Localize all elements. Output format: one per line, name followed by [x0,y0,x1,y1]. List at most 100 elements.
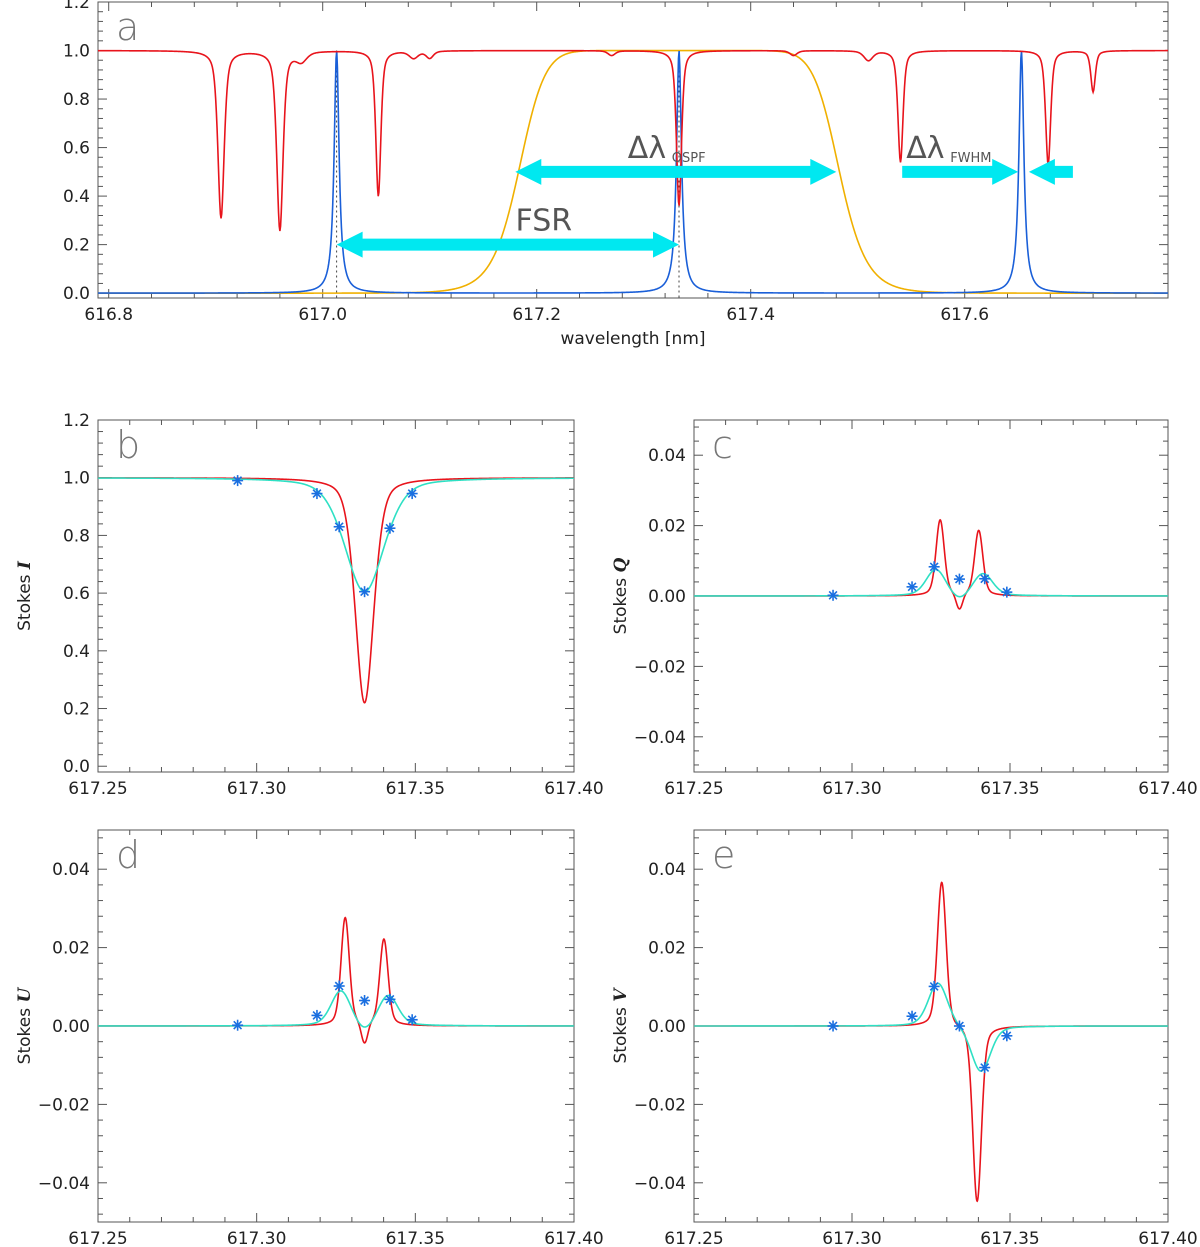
ospf-label: Δλ [628,131,666,166]
x-tick-label: 617.40 [1138,1229,1197,1247]
sample-point [928,561,940,573]
x-tick-label: 617.35 [386,779,445,799]
x-tick-label: 617.25 [68,1229,127,1247]
fsr-arrow [336,231,680,258]
sample-point [1001,586,1013,598]
panel-letter-d: d [116,833,140,877]
x-tick-label: 617.40 [544,1229,603,1247]
fwhm-arrow-left [902,158,1019,185]
plot-area-c [694,518,1168,610]
sample-point [333,521,345,533]
y-tick-label: 0.6 [63,139,90,159]
x-tick-label: 617.4 [726,305,775,325]
sample-point [232,475,244,487]
sample-point [979,1062,991,1074]
sample-point [953,1020,965,1032]
panel-e: 617.25 617.30 617.35 617.40 −0.04 −0.02 0.00 0.… [611,829,1198,1247]
sample-point [359,586,371,598]
x-tick-label: 617.35 [980,779,1039,799]
panel-letter-e: e [712,833,735,877]
plot-area-a [98,49,1168,298]
sample-point [232,1019,244,1031]
x-tick-label: 617.2 [512,305,561,325]
y-axis-symbol: V [611,987,631,1002]
panel-a: 616.8 617.0 617.2 617.4 617.6 0.0 0.2 0.4 0.6 0.8… [63,0,1169,349]
y-tick-label: 0.0 [63,757,90,777]
annotation-fwhm: Δλ FWHM [902,131,1073,185]
y-tick-label: 0.02 [52,939,90,959]
x-tick-label: 617.35 [386,1229,445,1247]
sample-point [1001,1030,1013,1042]
y-tick-label: 0.02 [648,939,686,959]
y-tick-label: 0.04 [648,860,686,880]
y-tick-label: 0.6 [63,584,90,604]
sample-point [333,980,345,992]
fsr-label: FSR [515,204,572,239]
y-tick-label: −0.04 [634,1174,686,1194]
fwhm-subscript: FWHM [950,151,991,166]
y-tick-label: 0.04 [648,446,686,466]
y-tick-label: 1.0 [63,469,90,489]
x-tick-label: 617.25 [664,1229,723,1247]
ospf-arrow [515,158,837,185]
series-line-original [98,477,574,704]
panel-d: 617.25 617.30 617.35 617.40 −0.04 −0.02 0.00 0.… [15,829,604,1247]
panel-b: 617.25 617.30 617.35 617.40 0.0 0.2 0.4 0.6 0.8 1… [15,411,604,799]
y-tick-label: 1.2 [63,0,90,13]
y-tick-label: −0.04 [634,728,686,748]
axes-frame-a [97,1,1169,299]
annotation-ospf: Δλ OSPF [515,131,837,185]
y-axis-symbol: U [15,987,35,1003]
sample-point [384,522,396,534]
y-axis-symbol: Q [611,557,631,572]
sample-point [406,488,418,500]
x-tick-label: 617.30 [227,1229,286,1247]
plot-area-e [694,881,1168,1203]
y-tick-label: 1.0 [63,42,90,62]
x-tick-label: 617.40 [1138,779,1197,799]
y-tick-label: −0.02 [634,657,686,677]
x-tick-label: 617.30 [822,1229,881,1247]
ospf-subscript: OSPF [672,151,706,166]
series-line-fabry-perot-transmission [98,50,1168,294]
series-line-original [98,916,574,1044]
panel-letter-a: a [116,5,139,49]
series-line-original [694,881,1168,1203]
series-line-convolved [98,990,574,1028]
fwhm-arrow-right [1028,158,1073,185]
x-tick-label: 617.25 [68,779,127,799]
y-tick-label: 0.00 [648,587,686,607]
series-line-solar-spectrum [98,49,1168,232]
sample-point [827,589,839,601]
x-tick-label: 617.35 [980,1229,1039,1247]
y-tick-label: 1.2 [63,411,90,431]
sample-point [928,980,940,992]
y-tick-label: 0.2 [63,700,90,720]
x-tick-label: 617.6 [940,305,989,325]
y-axis-label: Stokes I [15,560,35,631]
x-tick-label: 616.8 [84,305,133,325]
x-axis-label: wavelength [nm] [560,329,705,349]
sample-point [827,1020,839,1032]
x-tick-label: 617.0 [298,305,347,325]
panel-letter-c: c [712,423,733,467]
x-tick-label: 617.30 [822,779,881,799]
y-tick-label: 0.8 [63,90,90,110]
sample-point [311,1009,323,1021]
y-tick-label: 0.00 [52,1017,90,1037]
sample-point [359,995,371,1007]
y-axis-label: Stokes U [15,987,35,1065]
plot-area-d [98,916,574,1044]
series-line-convolved [694,568,1168,598]
y-tick-label: 0.4 [63,642,90,662]
y-tick-label: −0.02 [634,1095,686,1115]
series-line-convolved [694,982,1168,1072]
sample-point [384,993,396,1005]
y-tick-label: 0.00 [648,1017,686,1037]
sample-point [979,573,991,585]
sample-point [311,488,323,500]
panel-c: 617.25 617.30 617.35 617.40 −0.04 −0.02 0.00 0.… [611,419,1198,799]
x-tick-label: 617.25 [664,779,723,799]
y-axis-label: Stokes Q [611,557,631,634]
